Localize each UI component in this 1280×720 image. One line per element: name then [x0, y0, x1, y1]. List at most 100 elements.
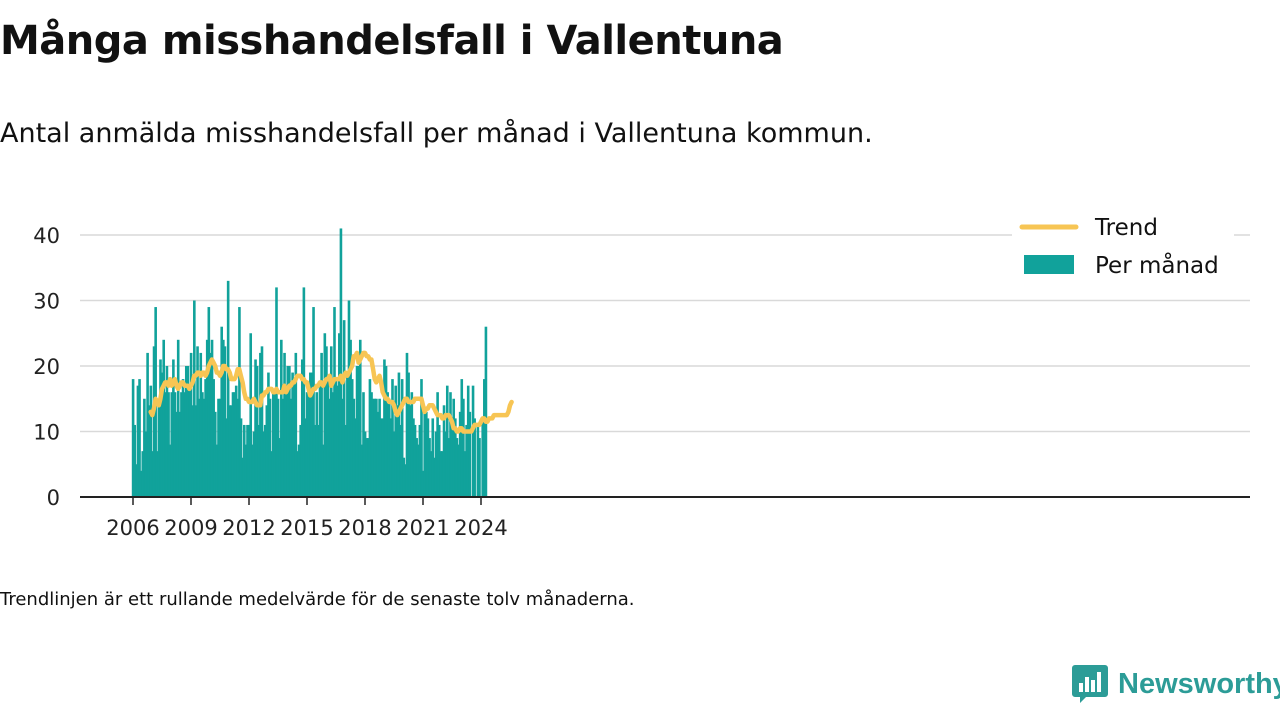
bar: [247, 424, 251, 497]
axes: 0 10 20 30 40 2006 2009 2012 2015 2018 2021 2024: [33, 224, 1250, 540]
bar: [281, 398, 285, 497]
bar: [483, 379, 486, 497]
bar: [189, 352, 193, 497]
bar: [455, 438, 459, 497]
bar: [462, 398, 465, 497]
bar: [410, 392, 414, 497]
bar: [408, 405, 412, 497]
trend-series: [148, 350, 514, 434]
footnote: Trendlinjen är ett rullande medelvärde f…: [0, 589, 635, 610]
bar: [296, 451, 299, 497]
bar: [292, 379, 296, 497]
bar: [444, 431, 447, 497]
bar: [415, 438, 418, 497]
bar: [431, 418, 435, 497]
bar: [194, 405, 198, 497]
bar: [176, 339, 180, 497]
bar: [222, 339, 225, 497]
bar: [437, 424, 441, 497]
bar: [230, 405, 233, 497]
bar: [278, 438, 282, 497]
bar: [373, 398, 377, 497]
bar: [212, 379, 215, 497]
bar: [172, 359, 175, 497]
bar: [468, 411, 472, 497]
bar: [184, 366, 188, 497]
bar: [429, 451, 433, 497]
bar: [175, 411, 178, 497]
bar: [399, 424, 402, 497]
bar: [146, 352, 149, 497]
bar: [449, 392, 452, 497]
bar: [352, 398, 356, 497]
bar: [375, 398, 378, 497]
bar: [439, 451, 443, 497]
bar: [283, 352, 286, 497]
bar: [218, 398, 222, 497]
bar: [197, 398, 201, 497]
bar: [484, 326, 488, 497]
bar: [157, 405, 161, 497]
bar: [405, 352, 409, 497]
bar: [394, 385, 398, 497]
bar: [368, 379, 372, 497]
bar: [133, 424, 137, 497]
bar: [207, 307, 211, 497]
bar: [313, 424, 317, 497]
bar: [186, 366, 190, 497]
bar: [404, 464, 407, 497]
bar: [460, 379, 464, 497]
bar: [389, 418, 393, 497]
bar: [391, 379, 394, 497]
bar: [225, 418, 228, 497]
bar: [420, 379, 423, 497]
bar: [478, 438, 481, 497]
trend-line: [148, 350, 514, 434]
bar: [141, 451, 145, 497]
bar: [441, 451, 444, 497]
bar: [357, 366, 360, 497]
bar: [254, 359, 257, 497]
bar: [445, 385, 449, 497]
x-tick-label: 2024: [454, 516, 507, 540]
bar: [271, 392, 275, 497]
bar: [418, 424, 422, 497]
bar: [260, 346, 264, 497]
bar: [210, 339, 214, 497]
legend: Trend Per månad: [1012, 212, 1234, 288]
bar: [238, 307, 241, 497]
chart-title: Många misshandelsfall i Vallentuna: [0, 18, 784, 64]
y-tick-label: 40: [33, 224, 60, 248]
bar: [434, 431, 438, 497]
bar: [226, 280, 230, 497]
bar: [365, 438, 369, 497]
bar: [466, 385, 470, 497]
bar: [354, 418, 357, 497]
bar: [239, 418, 243, 497]
bar: [378, 398, 381, 497]
bar: [191, 405, 195, 497]
bar: [367, 438, 370, 497]
bar: [381, 418, 385, 497]
chart: 0 10 20 30 40 2006 2009 2012 2015 2018 2021 2024 Tr…: [33, 212, 1250, 540]
bar: [355, 366, 359, 497]
bar: [416, 444, 420, 497]
bar: [249, 333, 253, 497]
bar: [473, 418, 476, 497]
bar: [433, 457, 436, 497]
bar: [379, 418, 383, 497]
bar: [223, 346, 227, 497]
bar: [147, 405, 151, 497]
bar: [251, 444, 254, 497]
bar: [144, 431, 148, 497]
bar: [362, 392, 365, 497]
bar: [167, 392, 170, 497]
bar: [329, 346, 333, 497]
bar: [204, 379, 207, 497]
bar: [255, 366, 259, 497]
bar-chart-icon: [1072, 665, 1108, 703]
bar: [315, 392, 319, 497]
bar: [268, 398, 272, 497]
bar: [463, 451, 467, 497]
bar: [339, 228, 343, 497]
